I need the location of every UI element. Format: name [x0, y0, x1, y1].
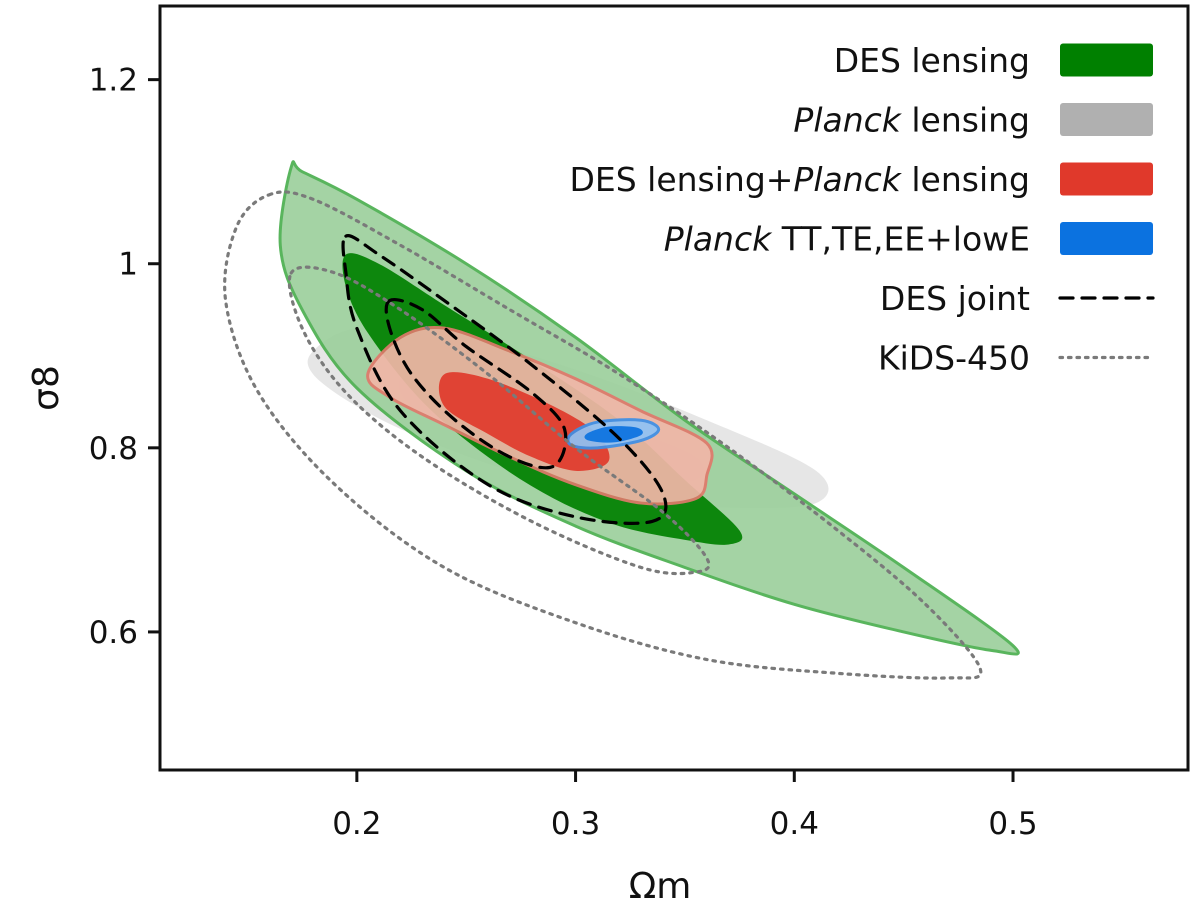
legend-label-part: DES joint [880, 279, 1030, 318]
x-tick-label: 0.4 [770, 806, 819, 842]
legend-label-part: Planck [793, 160, 902, 199]
y-tick-label: 1.2 [89, 63, 138, 99]
legend-label-part: TT,TE,EE+lowE [771, 220, 1030, 259]
legend-label-part: KiDS-450 [878, 339, 1030, 378]
y-tick-label: 0.8 [89, 431, 138, 467]
legend-item-planck-cmb: Planck TT,TE,EE+lowE [664, 220, 1153, 259]
combined-contour-68 [438, 372, 610, 471]
legend-label-part: DES lensing [834, 41, 1030, 80]
y-axis-ticks: 0.6 0.8 1 1.2 [89, 63, 160, 651]
x-tick-label: 0.5 [988, 806, 1037, 842]
legend-label-part: Planck [664, 220, 773, 259]
kids-contour-68 [287, 265, 711, 576]
y-tick-label: 0.6 [89, 615, 138, 651]
x-tick-label: 0.3 [551, 806, 600, 842]
legend-label-des-lensing: DES lensing [834, 41, 1030, 80]
legend-item-des-lensing: DES lensing [834, 41, 1153, 80]
legend-label-des-joint: DES joint [880, 279, 1030, 318]
y-axis-label: σ8 [26, 365, 67, 411]
des-joint-series [341, 234, 668, 525]
legend-label-part: DES lensing+ [569, 160, 793, 199]
des-joint-contour-68 [384, 298, 568, 470]
legend-label-combined: DES lensing+Planck lensing [569, 160, 1030, 199]
legend-swatch-planck-cmb [1060, 222, 1153, 255]
plot-series [223, 160, 1020, 680]
legend-item-des-joint: DES joint [880, 279, 1155, 318]
legend-swatch-combined [1060, 162, 1153, 196]
x-axis-label: Ωm [629, 866, 692, 907]
des-lensing-contour-95 [278, 160, 1020, 656]
legend-label-planck-lensing: Planck lensing [793, 101, 1030, 140]
legend-item-planck-lensing: Planck lensing [793, 101, 1153, 140]
legend-swatch-planck-lensing [1060, 103, 1153, 136]
kids-contour-95 [223, 190, 983, 680]
legend-label-planck-cmb: Planck TT,TE,EE+lowE [664, 220, 1030, 259]
kids-series [223, 190, 983, 680]
y-tick-label: 1 [118, 247, 138, 283]
plot-frame [158, 4, 1190, 772]
legend-label-part: lensing [901, 160, 1030, 199]
des-joint-contour-95 [341, 234, 668, 525]
x-axis-ticks: 0.2 0.3 0.4 0.5 [332, 770, 1038, 842]
legend-label-part: Planck [793, 101, 902, 140]
combined-series [366, 326, 714, 506]
legend-item-combined: DES lensing+Planck lensing [569, 160, 1153, 199]
legend-label-part: lensing [901, 101, 1030, 140]
legend-item-kids: KiDS-450 [878, 339, 1155, 378]
x-tick-label: 0.2 [332, 806, 381, 842]
legend-label-kids: KiDS-450 [878, 339, 1030, 378]
legend-swatch-des-lensing [1060, 43, 1153, 77]
